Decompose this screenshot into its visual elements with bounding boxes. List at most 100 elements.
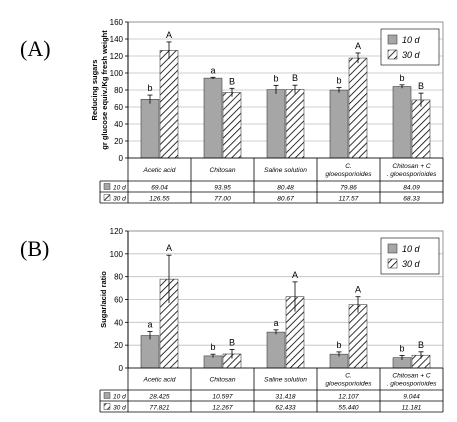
table-cell: 84.09	[403, 184, 420, 191]
table-cell: 93.95	[214, 184, 231, 191]
y-axis-label: gr glucose equiv./Kg fresh weight	[100, 30, 109, 150]
category-label-line: Chitosan	[209, 377, 235, 384]
table-cell: 77.821	[149, 404, 170, 411]
significance-letter: a	[273, 318, 278, 328]
bar-hatched	[159, 50, 179, 159]
table-cell: 69.04	[151, 184, 168, 191]
row-label: 10 d	[113, 184, 126, 191]
y-tick-label: 100	[110, 250, 124, 259]
category-label-line: Acetic acid	[143, 377, 176, 384]
significance-letter: B	[418, 81, 424, 91]
bar-hatched	[222, 92, 242, 159]
significance-letter: A	[355, 285, 361, 295]
significance-letter: b	[336, 340, 341, 350]
legend-swatch	[387, 49, 398, 60]
category-label-line: Saline solution	[264, 167, 307, 174]
category-label: Acetic acid	[143, 167, 176, 174]
bar-hatched	[285, 89, 305, 159]
category-label-line: C.	[345, 373, 352, 380]
bar-solid	[392, 86, 412, 159]
y-tick-label: 80	[114, 86, 123, 95]
category-label: C. gloeosporioides	[325, 163, 372, 178]
table-cell: 55.440	[338, 404, 359, 411]
legend-label: 30 d	[402, 50, 421, 60]
category-label-line: Saline solution	[264, 377, 307, 384]
category-label-line: gloeosporioides	[325, 381, 372, 388]
chart-panel-1: (B) 0 20 40 60 80 100 120 Sugar/acid ratio a b a b b A…	[20, 227, 444, 413]
legend-label: 10 d	[402, 35, 421, 45]
table-cell: 126.55	[149, 195, 170, 202]
category-label-line: . gloeosporioides	[387, 381, 438, 388]
data-table: Acetic acid Chitosan Saline solution C. gloe…	[99, 367, 444, 413]
legend-label: 10 d	[402, 244, 421, 254]
category-label: C. gloeosporioides	[325, 373, 372, 388]
bar-solid	[203, 355, 223, 369]
significance-letter: B	[418, 340, 424, 350]
significance-letter: B	[292, 73, 298, 83]
legend-swatch	[387, 34, 398, 45]
category-label-line: gloeosporioides	[325, 171, 372, 178]
table-cell: 62.433	[275, 404, 296, 411]
y-tick-label: 60	[114, 103, 123, 112]
significance-letter: b	[273, 73, 278, 83]
significance-letter: b	[399, 73, 404, 83]
table-cell: 12.267	[212, 404, 233, 411]
bar-solid	[140, 99, 160, 159]
significance-letter: A	[355, 41, 361, 51]
bar-solid	[203, 77, 223, 159]
category-label: Chitosan	[209, 377, 235, 384]
significance-letter: B	[229, 76, 235, 86]
row-label: 30 d	[113, 195, 126, 202]
panel-label: (B)	[20, 236, 49, 261]
category-label: Chitosan	[209, 167, 235, 174]
category-label: Saline solution	[264, 377, 307, 384]
table-cell: 28.425	[148, 393, 170, 400]
category-label-line: Chitosan + C	[392, 163, 431, 170]
significance-letter: a	[210, 65, 215, 75]
y-axis-label: Reducing sugars	[90, 60, 99, 121]
row-swatch	[103, 403, 111, 410]
category-label-line: Acetic acid	[143, 167, 176, 174]
bar-solid	[329, 89, 349, 159]
panel-label: (A)	[20, 36, 51, 61]
category-label: Saline solution	[264, 167, 307, 174]
row-swatch	[103, 392, 111, 399]
y-tick-label: 40	[114, 120, 123, 129]
category-label-line: C.	[345, 163, 352, 170]
y-tick-label: 20	[114, 137, 123, 146]
table-cell: 11.181	[402, 404, 422, 411]
category-label: Chitosan + C. gloeosporioides	[387, 163, 438, 178]
y-tick-label: 80	[114, 273, 123, 282]
significance-letter: b	[336, 76, 341, 86]
bar-solid	[140, 335, 160, 369]
bar-solid	[266, 89, 286, 159]
table-cell: 9.044	[403, 393, 420, 400]
y-tick-label: 40	[114, 318, 123, 327]
y-tick-label: 140	[110, 35, 124, 44]
bar-solid	[266, 331, 286, 369]
bar-hatched	[348, 57, 368, 159]
category-label-line: . gloeosporioides	[387, 171, 438, 178]
table-cell: 68.33	[403, 195, 420, 202]
significance-letter: b	[210, 342, 215, 352]
table-cell: 80.67	[277, 195, 294, 202]
table-cell: 79.86	[340, 184, 357, 191]
data-table: Acetic acid Chitosan Saline solution C. gloe…	[99, 157, 444, 204]
significance-letter: A	[292, 270, 298, 280]
significance-letter: a	[147, 320, 152, 330]
y-tick-label: 160	[110, 18, 124, 27]
y-tick-label: 100	[110, 69, 124, 78]
y-tick-label: 0	[119, 154, 124, 163]
category-label-line: Chitosan + C	[392, 373, 431, 380]
significance-letter: B	[229, 337, 235, 347]
row-swatch	[103, 183, 111, 190]
category-label: Chitosan + C. gloeosporioides	[387, 373, 438, 388]
y-tick-label: 120	[110, 52, 124, 61]
table-cell: 31.418	[275, 393, 296, 400]
legend-swatch	[387, 243, 398, 254]
table-cell: 12.107	[338, 393, 359, 400]
table-cell: 10.597	[212, 393, 233, 400]
y-tick-label: 120	[110, 227, 124, 236]
bar-hatched	[411, 99, 431, 159]
